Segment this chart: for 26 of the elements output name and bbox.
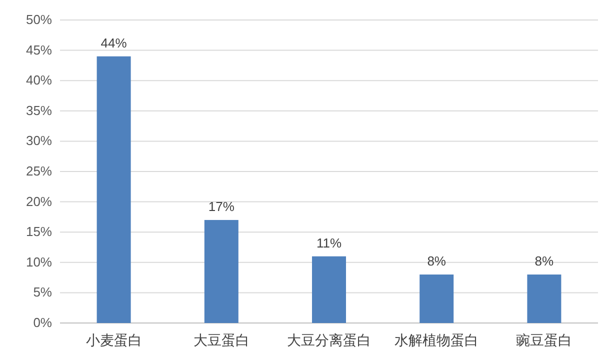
data-label: 11%	[316, 235, 342, 250]
y-tick-label: 10%	[26, 254, 52, 270]
y-tick-label: 40%	[26, 72, 52, 88]
y-tick-label: 15%	[26, 224, 52, 240]
bar	[312, 256, 346, 323]
bar	[420, 274, 454, 323]
x-tick-label: 水解植物蛋白	[394, 332, 479, 348]
bar	[96, 56, 131, 323]
data-label: 17%	[208, 198, 235, 214]
x-tick-label: 大豆分离蛋白	[287, 332, 371, 348]
y-tick-label: 20%	[26, 194, 52, 209]
data-label: 44%	[100, 35, 128, 50]
x-tick-label: 小麦蛋白	[86, 332, 142, 348]
bar	[204, 220, 238, 323]
y-tick-label: 30%	[26, 133, 52, 148]
y-tick-label: 5%	[33, 284, 52, 300]
x-tick-label: 大豆蛋白	[193, 332, 250, 348]
y-tick-label: 35%	[26, 102, 52, 118]
data-label: 8%	[427, 254, 446, 269]
data-label: 8%	[534, 254, 554, 269]
y-tick-label: 25%	[26, 164, 52, 178]
y-tick-label: 45%	[26, 42, 52, 58]
y-tick-label: 0%	[33, 315, 52, 330]
x-tick-label: 豌豆蛋白	[516, 332, 572, 348]
bar	[527, 274, 562, 323]
y-tick-label: 50%	[26, 12, 52, 27]
